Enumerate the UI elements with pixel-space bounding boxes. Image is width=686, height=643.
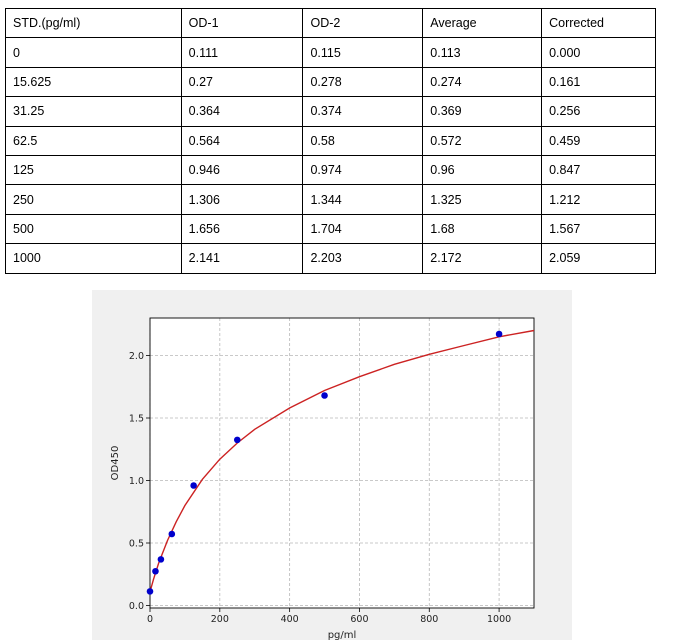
cell-average: 1.325: [422, 184, 543, 215]
cell-corrected: 0.847: [541, 154, 656, 186]
cell-od2: 0.278: [302, 66, 424, 98]
table-row: 62.5 0.564 0.58 0.572 0.459: [5, 125, 656, 156]
cell-corrected: 0.256: [541, 96, 656, 127]
fit-curve-line: [149, 329, 535, 592]
cell-std: 500: [5, 213, 182, 245]
table-row: 31.25 0.364 0.374 0.369 0.256: [5, 96, 656, 127]
cell-od2: 0.974: [302, 154, 424, 186]
y-tick-label: 0.5: [129, 539, 144, 550]
cell-average: 0.572: [422, 125, 543, 156]
cell-corrected: 0.000: [541, 37, 656, 68]
cell-average: 0.274: [422, 66, 543, 98]
data-points-layer: [146, 330, 503, 595]
data-point: [233, 436, 241, 444]
header-std: STD.(pg/ml): [5, 7, 182, 39]
cell-od2: 1.344: [302, 184, 424, 215]
x-tick-label: 400: [281, 614, 299, 625]
y-tick-label: 1.0: [129, 476, 144, 487]
data-point: [495, 330, 503, 338]
cell-od1: 0.111: [180, 37, 304, 68]
cell-corrected: 0.459: [541, 125, 656, 156]
header-corrected: Corrected: [541, 7, 656, 39]
cell-std: 0: [5, 37, 182, 68]
table-row: 0 0.111 0.115 0.113 0.000: [5, 37, 656, 68]
cell-std: 250: [5, 184, 182, 215]
cell-average: 0.96: [422, 154, 543, 186]
x-axis-label: pg/ml: [328, 630, 357, 640]
grid-lines: [149, 318, 534, 608]
cell-std: 1000: [5, 243, 182, 274]
chart-svg: 0 200 400 600 800 1000 0.0 0.5 1.0 1.5 2.0 pg/ml O…: [110, 317, 535, 640]
fit-curve-layer: [149, 329, 535, 592]
cell-od2: 1.704: [302, 213, 424, 245]
standard-curve-chart: 0 200 400 600 800 1000 0.0 0.5 1.0 1.5 2.0 pg/ml O…: [92, 290, 572, 640]
cell-od1: 0.27: [180, 66, 304, 98]
cell-std: 62.5: [5, 125, 182, 156]
cell-od1: 0.364: [180, 96, 304, 127]
table-row: 500 1.656 1.704 1.68 1.567: [5, 213, 656, 245]
data-point: [152, 567, 159, 575]
table-row: 250 1.306 1.344 1.325 1.212: [5, 184, 656, 215]
cell-std: 31.25: [5, 96, 182, 127]
x-tick-label: 200: [211, 614, 229, 625]
data-point: [321, 392, 328, 399]
cell-std: 125: [5, 154, 182, 186]
cell-od1: 1.656: [180, 213, 304, 245]
cell-corrected: 1.212: [541, 184, 656, 215]
data-point: [168, 530, 176, 538]
axis-ticks: 0 200 400 600 800 1000 0.0 0.5 1.0 1.5 2.0: [129, 351, 511, 625]
x-tick-label: 800: [420, 614, 438, 625]
table-row: 15.625 0.27 0.278 0.274 0.161: [5, 66, 656, 98]
header-average: Average: [422, 7, 543, 39]
cell-corrected: 2.059: [541, 243, 656, 274]
data-point: [146, 588, 154, 595]
x-tick-label: 600: [350, 614, 368, 625]
table-header-row: STD.(pg/ml) OD-1 OD-2 Average Corrected: [5, 7, 656, 39]
cell-od1: 0.946: [180, 154, 304, 186]
standard-curve-table: STD.(pg/ml) OD-1 OD-2 Average Corrected …: [5, 7, 656, 274]
cell-od1: 1.306: [180, 184, 304, 215]
cell-std: 15.625: [5, 66, 182, 98]
cell-od2: 0.115: [302, 37, 424, 68]
table-row: 125 0.946 0.974 0.96 0.847: [5, 154, 656, 186]
y-tick-label: 2.0: [129, 351, 144, 362]
y-tick-label: 1.5: [129, 414, 144, 425]
x-tick-label: 1000: [487, 614, 511, 625]
cell-od1: 2.141: [180, 243, 304, 274]
y-axis-label: OD450: [110, 446, 121, 481]
table-row: 1000 2.141 2.203 2.172 2.059: [5, 243, 656, 274]
x-tick-label: 0: [147, 614, 153, 625]
cell-od2: 0.374: [302, 96, 424, 127]
data-point: [157, 556, 165, 563]
header-od2: OD-2: [302, 7, 424, 39]
cell-corrected: 0.161: [541, 66, 656, 98]
cell-average: 0.369: [422, 96, 543, 127]
cell-average: 0.113: [422, 37, 543, 68]
y-tick-label: 0.0: [129, 601, 144, 612]
cell-average: 1.68: [422, 213, 543, 245]
cell-od2: 0.58: [302, 125, 424, 156]
cell-od2: 2.203: [302, 243, 424, 274]
header-od1: OD-1: [180, 7, 304, 39]
plot-frame: [149, 317, 535, 609]
cell-od1: 0.564: [180, 125, 304, 156]
cell-average: 2.172: [422, 243, 543, 274]
cell-corrected: 1.567: [541, 213, 656, 245]
data-point: [190, 482, 197, 489]
plot-area: [150, 318, 534, 608]
